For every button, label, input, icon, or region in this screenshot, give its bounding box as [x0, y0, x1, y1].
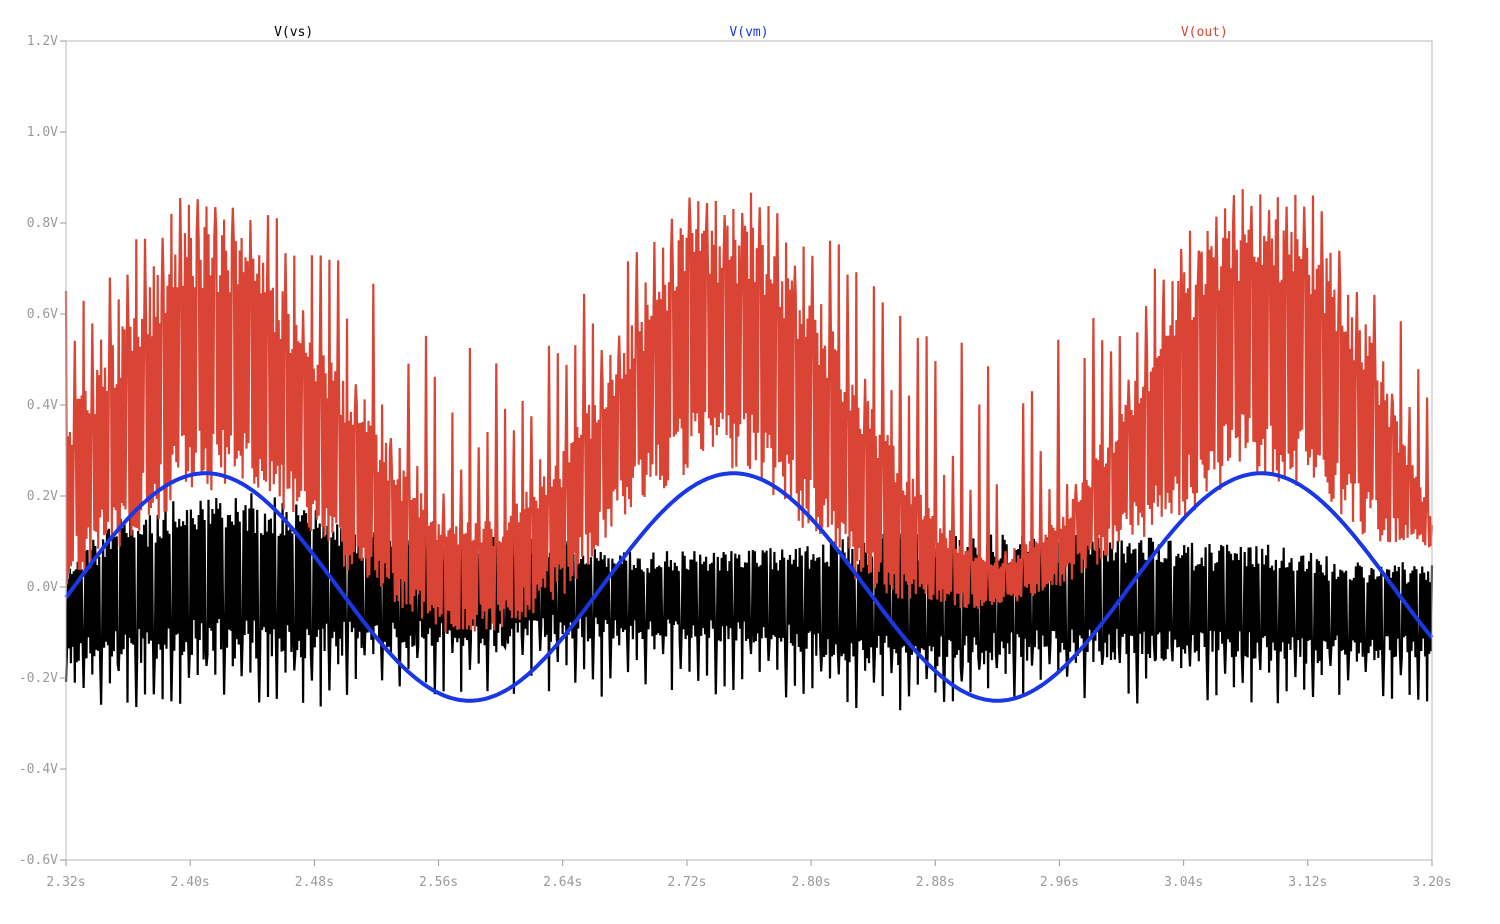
- x-tick-label: 2.56s: [419, 875, 458, 890]
- series-layer: [64, 189, 1434, 711]
- x-tick-label: 2.80s: [792, 875, 831, 890]
- y-tick-label: 0.6V: [27, 307, 58, 322]
- y-tick-label: 1.2V: [27, 34, 58, 49]
- x-tick-label: 2.88s: [916, 875, 955, 890]
- series-line-1: [64, 471, 1434, 703]
- x-tick-label: 2.72s: [667, 875, 706, 890]
- x-tick-label: 2.64s: [543, 875, 582, 890]
- x-tick-label: 2.32s: [46, 875, 85, 890]
- series-line-2: [64, 189, 1434, 633]
- x-tick-label: 2.96s: [1040, 875, 1079, 890]
- y-tick-label: -0.2V: [19, 671, 58, 686]
- y-tick-label: 0.8V: [27, 216, 58, 231]
- legend-entry: V(vs): [274, 25, 313, 40]
- y-axis: 1.2V 1.0V 0.8V 0.6V 0.4V 0.2V 0.0V -0.2V -0.4V -0…: [19, 34, 66, 868]
- series-line-0: [64, 493, 1434, 711]
- y-tick-label: -0.6V: [19, 853, 58, 868]
- x-tick-label: 3.12s: [1288, 875, 1327, 890]
- x-tick-label: 3.20s: [1412, 875, 1451, 890]
- legend-entry: V(vm): [729, 25, 768, 40]
- y-tick-label: -0.4V: [19, 762, 58, 777]
- y-tick-label: 0.0V: [27, 580, 58, 595]
- legend: V(vs) V(vm) V(out): [274, 25, 1228, 40]
- y-tick-label: 0.2V: [27, 489, 58, 504]
- x-axis: 2.32s 2.40s 2.48s 2.56s 2.64s 2.72s 2.80s 2.88s…: [46, 860, 1452, 890]
- x-tick-label: 2.48s: [295, 875, 334, 890]
- legend-entry: V(out): [1181, 25, 1228, 40]
- y-tick-label: 1.0V: [27, 125, 58, 140]
- x-tick-label: 2.40s: [171, 875, 210, 890]
- x-tick-label: 3.04s: [1164, 875, 1203, 890]
- y-tick-label: 0.4V: [27, 398, 58, 413]
- plot-frame: [65, 40, 1433, 861]
